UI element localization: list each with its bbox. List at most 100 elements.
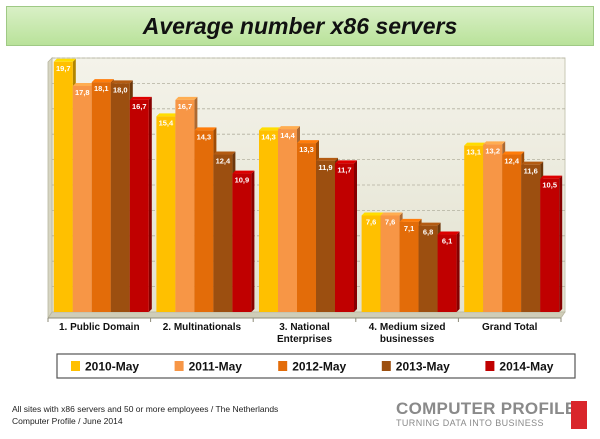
legend-label: 2011-May	[189, 360, 243, 374]
bar	[361, 215, 381, 312]
data-label: 14,3	[261, 132, 276, 141]
bar-top	[213, 151, 236, 155]
bar	[91, 82, 111, 312]
logo-name: COMPUTER PROFILE	[396, 399, 577, 418]
x-tick-label: 4. Medium sized	[369, 322, 446, 333]
bar	[483, 144, 503, 312]
bar	[297, 143, 316, 312]
title-band: Average number x86 servers	[6, 6, 594, 46]
x-tick-label: 3. National	[279, 322, 330, 333]
legend-label: 2014-May	[499, 360, 553, 374]
logo-tagline: TURNING DATA INTO BUSINESS	[396, 418, 544, 428]
bar	[53, 61, 73, 313]
data-label: 12,4	[504, 157, 519, 166]
bar	[380, 215, 400, 312]
bar-top	[232, 170, 255, 174]
bar	[437, 234, 457, 312]
footnote-line-1: All sites with x86 servers and 50 or mor…	[12, 404, 279, 414]
bar-top	[521, 161, 544, 165]
data-label: 13,3	[299, 145, 314, 154]
bar	[464, 145, 484, 312]
bar-top	[483, 141, 506, 145]
bar	[175, 99, 195, 312]
legend-label: 2010-May	[85, 360, 139, 374]
bar	[259, 130, 278, 312]
x-tick-label: 2. Multinationals	[163, 322, 242, 333]
legend-swatch	[381, 361, 391, 371]
data-label: 10,5	[542, 181, 557, 190]
plot-floor	[47, 311, 566, 319]
bar-side	[148, 96, 152, 312]
bar	[521, 164, 541, 312]
bar-top	[53, 58, 76, 62]
data-label: 6,1	[442, 237, 452, 246]
data-label: 16,7	[132, 102, 147, 111]
bar-top	[335, 160, 357, 164]
x-tick-label: Grand Total	[482, 322, 538, 333]
bar-top	[502, 151, 525, 155]
bar-side	[559, 175, 563, 312]
data-label: 14,3	[197, 132, 212, 141]
bar	[110, 83, 130, 313]
plot-side-wall	[47, 57, 53, 320]
bar-top	[278, 126, 300, 130]
data-label: 13,1	[466, 148, 481, 157]
legend-swatch	[485, 361, 495, 371]
data-label: 11,7	[337, 165, 351, 174]
data-label: 14,4	[280, 131, 295, 140]
bar	[213, 154, 233, 312]
bar-top	[129, 96, 152, 100]
bar-top	[418, 222, 441, 226]
bar-top	[540, 175, 563, 179]
bar	[72, 85, 92, 312]
bar	[418, 225, 438, 312]
bar-top	[175, 96, 198, 100]
bar-top	[380, 212, 403, 216]
bar	[278, 129, 297, 312]
bar-top	[91, 79, 114, 83]
bar-top	[110, 80, 133, 84]
data-label: 11,9	[318, 163, 332, 172]
bar-side	[456, 231, 460, 312]
legend-label: 2012-May	[292, 360, 346, 374]
bar-top	[156, 113, 179, 117]
bar-side	[251, 170, 255, 312]
data-label: 18,0	[113, 85, 128, 94]
x-tick-label: businesses	[380, 334, 435, 345]
data-label: 17,8	[75, 88, 90, 97]
data-label: 7,6	[366, 217, 376, 226]
data-label: 10,9	[235, 176, 250, 185]
data-label: 18,1	[94, 84, 109, 93]
bar	[129, 99, 149, 312]
data-label: 15,4	[159, 118, 174, 127]
data-label: 6,8	[423, 228, 433, 237]
bar-top	[259, 127, 281, 131]
company-logo: COMPUTER PROFILE TURNING DATA INTO BUSIN…	[396, 399, 587, 431]
data-label: 7,1	[404, 224, 414, 233]
bar	[156, 116, 176, 312]
bar	[399, 221, 419, 312]
bar-top	[399, 218, 422, 222]
legend-swatch	[278, 361, 288, 371]
x-tick-label: Enterprises	[277, 334, 332, 345]
legend-swatch	[71, 361, 80, 371]
data-label: 7,6	[385, 217, 395, 226]
bar	[335, 163, 354, 312]
data-label: 16,7	[178, 102, 193, 111]
bar-top	[361, 212, 384, 216]
data-label: 19,7	[56, 64, 71, 73]
bar	[540, 178, 560, 312]
x-tick-label: 1. Public Domain	[59, 322, 140, 333]
bar	[316, 160, 335, 312]
bar-top	[297, 140, 319, 144]
bar	[232, 173, 252, 312]
bar-top	[437, 231, 460, 235]
footnote-line-2: Computer Profile / June 2014	[12, 416, 123, 426]
data-label: 11,6	[524, 167, 538, 176]
bar-top	[194, 127, 217, 131]
bar-side	[354, 160, 357, 312]
bar-top	[464, 142, 487, 146]
data-label: 12,4	[216, 157, 231, 166]
footnote: All sites with x86 servers and 50 or mor…	[12, 403, 278, 427]
